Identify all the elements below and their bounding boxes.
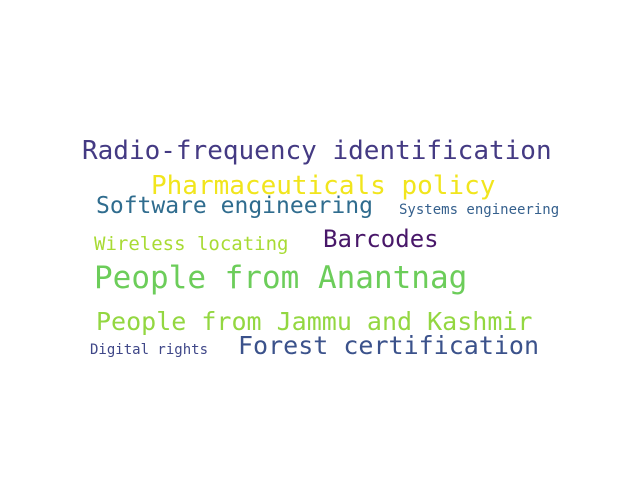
word-wireless-locating: Wireless locating <box>94 233 289 255</box>
word-radio-frequency-identification: Radio-frequency identification <box>82 136 552 166</box>
word-people-from-jammu-and-kashmir: People from Jammu and Kashmir <box>96 307 533 336</box>
word-pharmaceuticals-policy: Pharmaceuticals policy <box>151 171 496 201</box>
word-systems-engineering: Systems engineering <box>399 202 560 218</box>
word-people-from-anantnag: People from Anantnag <box>94 260 468 296</box>
word-barcodes: Barcodes <box>323 225 439 253</box>
word-software-engineering: Software engineering <box>96 193 373 219</box>
word-digital-rights: Digital rights <box>90 342 209 358</box>
word-forest-certification: Forest certification <box>238 331 540 360</box>
